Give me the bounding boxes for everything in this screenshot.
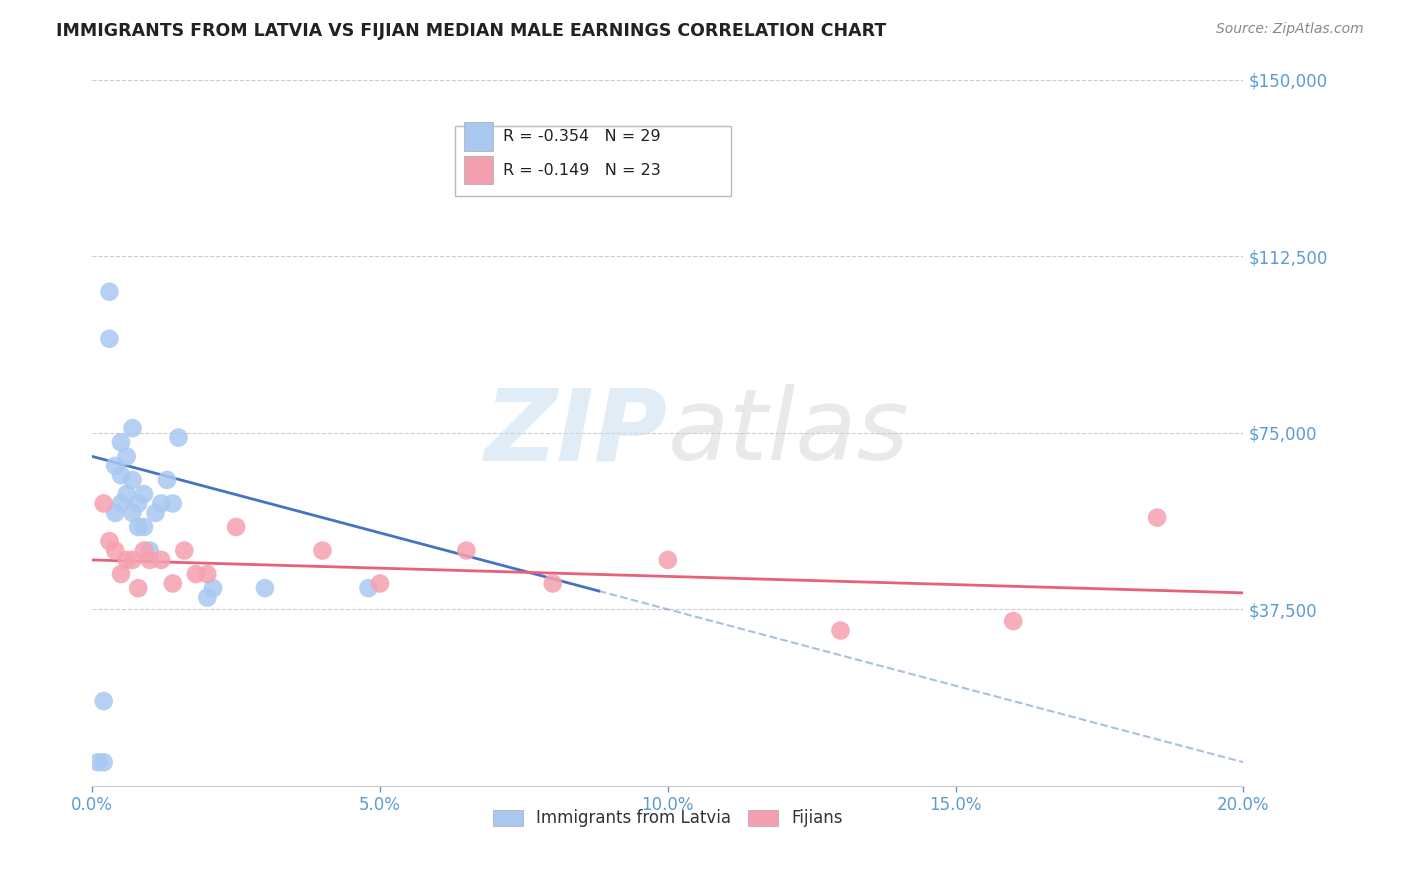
Point [115, 553, 138, 567]
Text: IMMIGRANTS FROM LATVIA VS FIJIAN MEDIAN MALE EARNINGS CORRELATION CHART: IMMIGRANTS FROM LATVIA VS FIJIAN MEDIAN … [56, 22, 887, 40]
Text: Source: ZipAtlas.com: Source: ZipAtlas.com [1216, 22, 1364, 37]
Point [121, 553, 143, 567]
Point [87, 756, 110, 770]
Point [139, 543, 162, 558]
Point [104, 543, 127, 558]
Point [93, 496, 115, 510]
Point [121, 421, 143, 435]
Point [368, 576, 391, 591]
Point [150, 496, 173, 510]
Point [225, 520, 247, 534]
Point [184, 567, 207, 582]
Point [139, 553, 162, 567]
Point [127, 520, 149, 534]
Point [253, 581, 276, 595]
Point [98, 332, 121, 346]
Point [121, 506, 143, 520]
Point [98, 534, 121, 549]
Point [110, 468, 132, 483]
Point [121, 473, 143, 487]
Point [127, 496, 149, 510]
Point [202, 581, 225, 595]
Point [150, 553, 173, 567]
Point [110, 567, 132, 582]
Legend: Immigrants from Latvia, Fijians: Immigrants from Latvia, Fijians [486, 803, 849, 834]
Point [110, 435, 132, 450]
Point [132, 543, 155, 558]
Point [541, 576, 564, 591]
Point [93, 694, 115, 708]
Bar [456, 126, 731, 196]
Point [132, 487, 155, 501]
Text: R = -0.354   N = 29: R = -0.354 N = 29 [503, 129, 661, 144]
Point [93, 756, 115, 770]
Point [830, 624, 852, 638]
Point [167, 431, 190, 445]
Text: ZIP: ZIP [485, 384, 668, 482]
Point [311, 543, 333, 558]
Point [127, 581, 149, 595]
Point [173, 543, 195, 558]
Point [110, 496, 132, 510]
Point [195, 591, 218, 605]
Bar [464, 122, 494, 151]
Point [132, 520, 155, 534]
Point [104, 458, 127, 473]
Bar [464, 156, 494, 185]
Point [1146, 510, 1168, 524]
Point [1002, 614, 1025, 628]
Point [456, 543, 478, 558]
Point [98, 285, 121, 299]
Point [195, 567, 218, 582]
Point [145, 506, 167, 520]
Text: atlas: atlas [668, 384, 910, 482]
Point [162, 496, 184, 510]
Point [657, 553, 679, 567]
Point [115, 450, 138, 464]
Point [162, 576, 184, 591]
Point [357, 581, 380, 595]
Point [104, 506, 127, 520]
Text: R = -0.149   N = 23: R = -0.149 N = 23 [503, 163, 661, 178]
Point [115, 487, 138, 501]
Point [156, 473, 179, 487]
